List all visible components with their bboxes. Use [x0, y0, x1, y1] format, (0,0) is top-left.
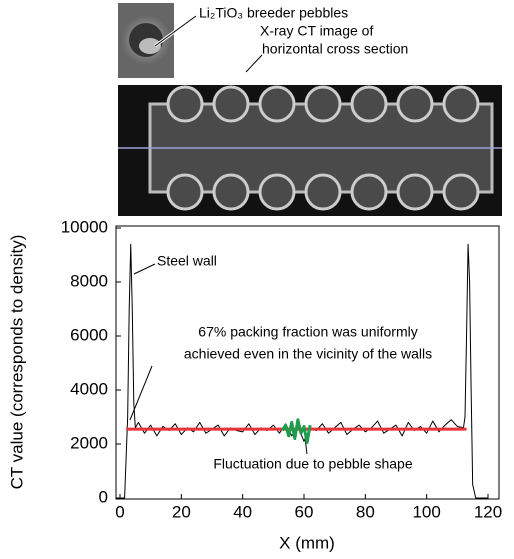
ct-image [118, 85, 502, 216]
y-tick-label: 0 [99, 487, 108, 506]
ct-pebble [260, 87, 294, 121]
ct-pebble [352, 175, 386, 209]
annotation: Steel wall [157, 253, 217, 269]
x-tick-label: 40 [233, 502, 252, 521]
x-tick-label: 80 [356, 502, 375, 521]
ct-pebble [306, 87, 340, 121]
x-axis-label: X (mm) [279, 533, 335, 552]
ct-pebble [306, 175, 340, 209]
pebble-photo [118, 3, 196, 78]
ct-pebble [352, 87, 386, 121]
figure: Li₂TiO₃ breeder pebbles X-ray CT image o… [0, 0, 514, 554]
ct-pebble [260, 175, 294, 209]
y-axis-label: CT value (corresponds to density) [7, 235, 26, 490]
annotation: horizontal cross section [262, 41, 408, 57]
series-line [283, 420, 311, 443]
y-tick-label: 6000 [70, 325, 108, 344]
annotation: Fluctuation due to pebble shape [213, 456, 412, 472]
arrow [134, 264, 155, 274]
y-tick-label: 4000 [70, 379, 108, 398]
y-tick-label: 10000 [61, 217, 108, 236]
ct-pebble [444, 175, 478, 209]
ct-pebble [444, 87, 478, 121]
x-tick-label: 100 [412, 502, 440, 521]
ct-pebble [398, 175, 432, 209]
y-tick-label: 8000 [70, 271, 108, 290]
x-tick-label: 60 [295, 502, 314, 521]
annotation: 67% packing fraction was uniformly [198, 324, 417, 340]
annotation: Li₂TiO₃ breeder pebbles [199, 5, 348, 21]
ct-pebble [214, 87, 248, 121]
ct-pebble [168, 175, 202, 209]
annotation: X-ray CT image of [260, 23, 373, 39]
x-tick-label: 20 [172, 502, 191, 521]
x-tick-label: 0 [115, 502, 124, 521]
y-tick-label: 2000 [70, 433, 108, 452]
ct-pebble [168, 87, 202, 121]
annotation: achieved even in the vicinity of the wal… [184, 346, 432, 362]
ct-pebble [398, 87, 432, 121]
ct-pebble [214, 175, 248, 209]
arrow [246, 55, 262, 72]
x-tick-label: 120 [474, 502, 502, 521]
